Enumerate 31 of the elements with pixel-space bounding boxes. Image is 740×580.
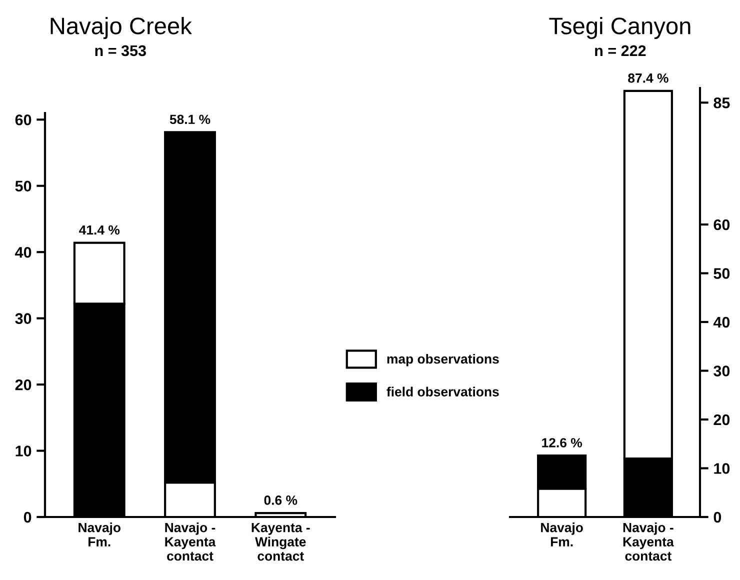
x-tick-label: Kayenta - Wingate contact — [252, 523, 310, 561]
total-label: 0.6 % — [264, 496, 298, 505]
y-tick-label: 60 — [714, 219, 730, 230]
total-label: 87.4 % — [628, 73, 668, 83]
y-tick-label: 10 — [16, 446, 32, 456]
legend-label: map observations — [387, 354, 499, 366]
y-tick-label: 50 — [714, 268, 730, 279]
legend-label: field observations — [386, 386, 499, 396]
total-label: 41.4 % — [79, 225, 120, 235]
y-tick-label: 40 — [713, 316, 730, 328]
y-tick-label: 60 — [15, 114, 32, 126]
y-tick-label: 0 — [714, 512, 722, 523]
y-tick-label: 40 — [15, 246, 32, 258]
x-tick-label: Navajo Fm. — [78, 522, 120, 546]
chart-title: Tsegi Canyon — [549, 16, 690, 40]
y-tick-label: 10 — [714, 463, 730, 474]
chart-title: Navajo Creek — [50, 16, 192, 40]
y-tick-label: 20 — [714, 414, 730, 426]
total-label: 12.6 % — [542, 438, 582, 448]
y-tick-label: 30 — [15, 313, 32, 324]
y-tick-label: 20 — [15, 379, 32, 390]
y-tick-label: 30 — [714, 366, 730, 376]
x-tick-label: Navajo Fm. — [541, 522, 583, 546]
y-tick-label: 0 — [24, 512, 32, 523]
y-tick-label: 85 — [714, 97, 730, 108]
y-tick-label: 50 — [15, 180, 32, 192]
total-label: 58.1 % — [170, 114, 210, 124]
x-tick-label: Navajo - Kayenta contact — [165, 522, 216, 561]
chart-subtitle: n = 222 — [595, 45, 646, 56]
chart-subtitle: n = 353 — [95, 45, 146, 56]
x-tick-label: Navajo - Kayenta contact — [623, 522, 674, 561]
